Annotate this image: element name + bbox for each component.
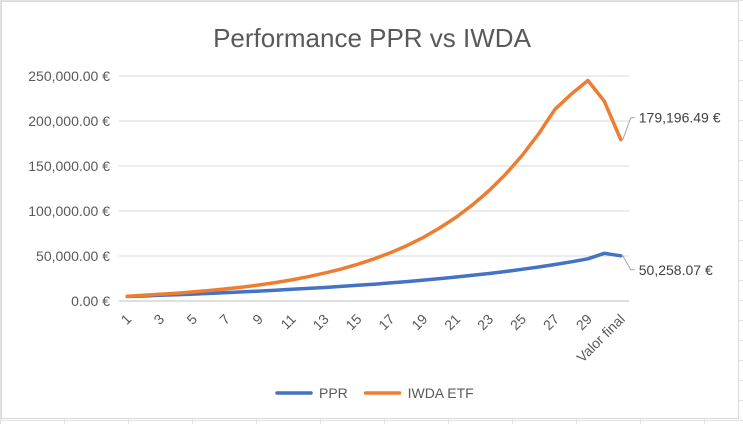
data-label: 179,196.49 € xyxy=(639,110,721,126)
x-tick-label: 29 xyxy=(573,311,595,333)
chart-area[interactable]: Performance PPR vs IWDA 0.00 € 50,000.00 … xyxy=(1,1,739,419)
line-chart: Performance PPR vs IWDA 0.00 € 50,000.00 … xyxy=(28,23,721,401)
y-tick-label: 0.00 € xyxy=(71,293,110,309)
series-line-ppr xyxy=(125,251,623,299)
x-tick-label: 3 xyxy=(150,311,167,328)
x-tick-label: 21 xyxy=(441,311,463,333)
x-tick-label: 27 xyxy=(540,311,562,333)
data-labels: 50,258.07 € 179,196.49 € xyxy=(622,110,721,278)
x-tick-label: 25 xyxy=(507,311,529,333)
x-tick-label: 5 xyxy=(183,311,200,328)
series-lines xyxy=(125,78,623,299)
legend-label: IWDA ETF xyxy=(408,385,474,401)
y-tick-label: 250,000.00 € xyxy=(28,68,110,84)
x-tick-label: 15 xyxy=(342,311,364,333)
y-tick-label: 150,000.00 € xyxy=(28,158,110,174)
leader-line xyxy=(622,255,635,271)
y-tick-label: 50,000.00 € xyxy=(36,248,110,264)
data-label: 50,258.07 € xyxy=(639,262,713,278)
legend-label: PPR xyxy=(319,385,348,401)
x-tick-label: 11 xyxy=(277,311,299,333)
chart-title: Performance PPR vs IWDA xyxy=(213,23,532,53)
x-tick-label: 9 xyxy=(249,311,266,328)
y-axis-ticks: 0.00 € 50,000.00 € 100,000.00 € 150,000.00 … xyxy=(28,68,110,309)
x-tick-label: 7 xyxy=(216,311,233,328)
x-tick-label: 1 xyxy=(118,311,135,328)
x-tick-label: 17 xyxy=(375,311,397,333)
x-tick-label: 13 xyxy=(309,311,331,333)
y-tick-label: 200,000.00 € xyxy=(28,113,110,129)
x-tick-label: 19 xyxy=(408,311,430,333)
leader-line xyxy=(622,117,635,140)
series-line-iwda-etf xyxy=(125,78,623,298)
gridlines xyxy=(119,75,629,302)
x-tick-label: 23 xyxy=(474,311,496,333)
legend: PPR IWDA ETF xyxy=(275,385,474,401)
y-tick-label: 100,000.00 € xyxy=(28,203,110,219)
